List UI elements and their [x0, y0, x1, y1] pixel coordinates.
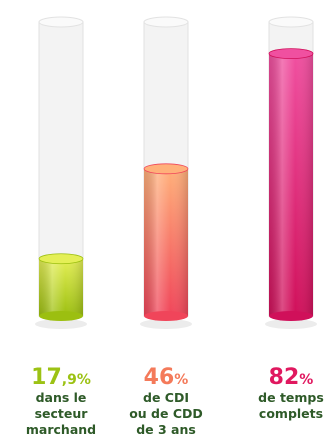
bar-cap-3 [268, 48, 314, 59]
bar-label-2-line-2: ou de CDD [129, 406, 203, 421]
bar-bottom-1 [39, 311, 83, 321]
bar-shine-2 [144, 168, 188, 316]
bar-value-unit-2: % [174, 372, 188, 388]
bar-label-3-line-1: de temps [258, 390, 324, 405]
bar-tube-base-3 [265, 319, 317, 329]
bar-label-1-line-1: dans le [36, 390, 87, 405]
bar-value-main-1: 17 [31, 365, 62, 390]
bar-tube-top-1 [38, 16, 84, 28]
bar-label-3-line-2: complets [259, 406, 323, 421]
bar-value-unit-3: % [299, 372, 313, 388]
bar-tube-base-1 [35, 319, 87, 329]
bar-bottom-2 [144, 311, 188, 321]
bar-value-1: 17,9% [31, 365, 91, 390]
bar-value-3: 82% [269, 365, 314, 390]
bar-cap-1 [38, 253, 84, 265]
bar-label-2-line-3: de 3 ans [136, 422, 196, 437]
bar-value-2: 46% [144, 365, 189, 390]
bar-tube-top-2 [143, 16, 189, 28]
bar-bottom-3 [269, 311, 313, 321]
bar-value-unit-1: ,9% [62, 372, 91, 388]
bar-3 [268, 48, 314, 321]
bar-shine-3 [269, 53, 313, 316]
bar-label-1-line-3: marchand [26, 422, 96, 437]
bar-value-main-3: 82 [269, 365, 300, 390]
bar-tube-base-2 [140, 319, 192, 329]
bars [38, 48, 314, 321]
bar-label-2-line-1: de CDI [143, 390, 189, 405]
bar-cap-2 [143, 163, 189, 175]
bar-tube-top-3 [268, 16, 314, 28]
bar-shine-1 [39, 258, 83, 316]
bar-1 [38, 253, 84, 321]
bar-value-main-2: 46 [144, 365, 175, 390]
bar-label-1-line-2: secteur [35, 406, 89, 421]
bar-2 [143, 163, 189, 321]
